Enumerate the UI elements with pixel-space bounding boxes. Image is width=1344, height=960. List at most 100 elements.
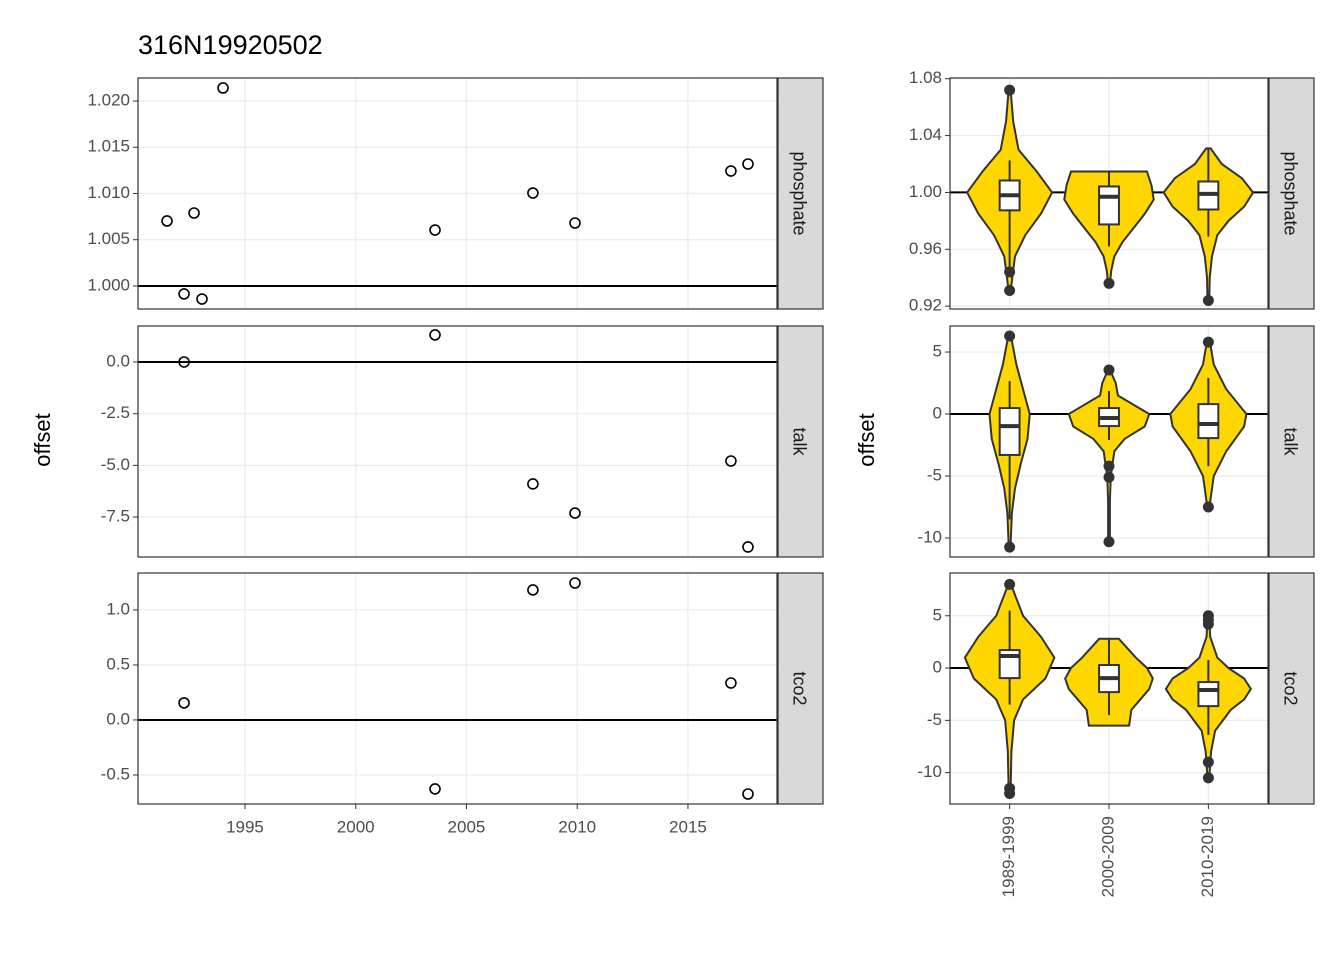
- outlier: [1004, 266, 1016, 278]
- point: [217, 82, 229, 94]
- point: [725, 165, 737, 177]
- strip: [777, 325, 824, 558]
- panel-background: [138, 573, 777, 804]
- strip-label: phosphate: [1281, 151, 1301, 235]
- y-tick-label: -5.0: [101, 455, 130, 474]
- x-tick-label: 2015: [669, 817, 707, 836]
- panel-border: [949, 77, 1269, 310]
- point: [429, 783, 441, 795]
- point: [178, 356, 190, 368]
- y-tick-label: -5: [927, 466, 942, 485]
- y-tick-label: 0.5: [106, 654, 130, 673]
- outlier: [1004, 330, 1016, 342]
- point: [527, 478, 539, 490]
- point: [742, 788, 754, 800]
- outlier: [1004, 285, 1016, 297]
- y-tick-label: -7.5: [101, 506, 130, 525]
- y-axis-label: offset: [854, 413, 879, 466]
- strip-label: talk: [1281, 427, 1301, 456]
- outlier: [1004, 578, 1016, 590]
- point: [569, 577, 581, 589]
- strip: [1268, 572, 1315, 805]
- y-tick-label: 0.0: [106, 351, 130, 370]
- box: [1197, 681, 1220, 708]
- point: [569, 217, 581, 229]
- outlier: [1202, 756, 1214, 768]
- outlier: [1202, 336, 1214, 348]
- outlier: [1103, 460, 1115, 472]
- point: [429, 329, 441, 341]
- box: [1197, 403, 1220, 440]
- outlier: [1202, 772, 1214, 784]
- panel-border: [137, 572, 778, 805]
- box: [998, 407, 1021, 456]
- outlier: [1103, 471, 1115, 483]
- y-tick-label: 0: [933, 658, 942, 677]
- point: [742, 541, 754, 553]
- strip-label: phosphate: [790, 151, 810, 235]
- chart-title: 316N19920502: [138, 30, 323, 60]
- outlier: [1202, 294, 1214, 306]
- y-tick-label: 1.04: [909, 125, 942, 144]
- y-tick-label: 1.020: [87, 91, 130, 110]
- point: [725, 455, 737, 467]
- panel-border: [137, 77, 778, 310]
- strip: [1268, 77, 1315, 310]
- y-tick-label: -5: [927, 710, 942, 729]
- y-tick-label: 1.015: [87, 137, 130, 156]
- y-tick-label: -10: [917, 762, 942, 781]
- point: [178, 288, 190, 300]
- y-tick-label: 1.005: [87, 229, 130, 248]
- y-tick-label: 0.0: [106, 709, 130, 728]
- y-tick-label: 1.08: [909, 68, 942, 87]
- panel-background: [138, 326, 777, 557]
- x-tick-label: 2000-2009: [1098, 816, 1117, 897]
- y-tick-label: 5: [933, 342, 942, 361]
- strip: [777, 572, 824, 805]
- box: [1098, 185, 1120, 226]
- y-axis-label: offset: [30, 413, 55, 466]
- strip-label: tco2: [790, 671, 810, 705]
- point: [527, 187, 539, 199]
- point: [725, 677, 737, 689]
- y-tick-label: 1.0: [106, 599, 130, 618]
- strip-label: tco2: [1281, 671, 1301, 705]
- strip: [777, 77, 824, 310]
- x-tick-label: 1989-1999: [999, 816, 1018, 897]
- y-tick-label: -10: [917, 528, 942, 547]
- y-tick-label: 1.00: [909, 182, 942, 201]
- y-tick-label: -0.5: [101, 764, 130, 783]
- x-tick-label: 2010-2019: [1198, 816, 1217, 897]
- outlier: [1004, 788, 1016, 800]
- point: [742, 158, 754, 170]
- strip-label: talk: [790, 427, 810, 456]
- x-tick-label: 2005: [448, 817, 486, 836]
- point: [196, 293, 208, 305]
- strip: [1268, 325, 1315, 558]
- point: [161, 215, 173, 227]
- outlier: [1103, 364, 1115, 376]
- y-tick-label: 0.92: [909, 296, 942, 315]
- y-tick-label: 1.000: [87, 275, 130, 294]
- x-tick-label: 2010: [558, 817, 596, 836]
- point: [527, 584, 539, 596]
- panel-border: [949, 325, 1269, 558]
- point: [178, 697, 190, 709]
- panel-border: [137, 325, 778, 558]
- point: [188, 207, 200, 219]
- y-tick-label: 0.96: [909, 239, 942, 258]
- x-tick-label: 2000: [337, 817, 375, 836]
- y-tick-label: 1.010: [87, 183, 130, 202]
- y-tick-label: 5: [933, 605, 942, 624]
- y-tick-label: 0: [933, 404, 942, 423]
- outlier: [1202, 618, 1214, 630]
- outlier: [1103, 536, 1115, 548]
- x-tick-label: 1995: [226, 817, 264, 836]
- outlier: [1103, 277, 1115, 289]
- outlier: [1004, 541, 1016, 553]
- outlier: [1004, 84, 1016, 96]
- panel-border: [949, 572, 1269, 805]
- point: [429, 224, 441, 236]
